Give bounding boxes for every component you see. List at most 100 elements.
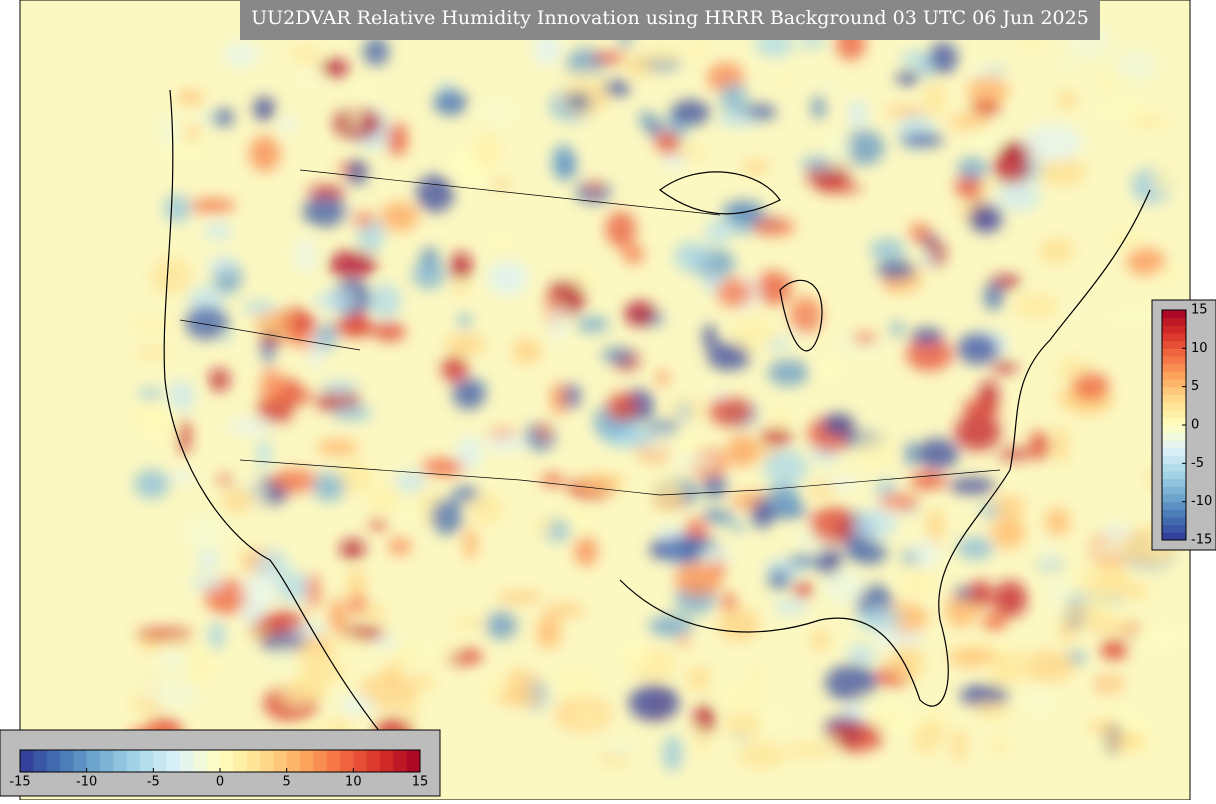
- field-blob: [1041, 539, 1057, 573]
- field-blob: [769, 410, 792, 428]
- field-blob: [227, 419, 274, 434]
- field-blob: [1095, 74, 1123, 91]
- field-blob: [221, 486, 254, 514]
- colorbar-segment: [33, 750, 48, 772]
- field-blob: [544, 603, 586, 617]
- colorbar-segment: [60, 750, 74, 772]
- field-blob: [294, 236, 317, 273]
- field-blob: [983, 282, 1004, 311]
- field-blob: [955, 586, 972, 602]
- field-blob: [956, 537, 994, 560]
- field-blob: [316, 439, 359, 456]
- colorbar-segment: [1162, 333, 1186, 342]
- field-blob: [1021, 688, 1058, 714]
- field-blob: [449, 252, 473, 280]
- field-blob: [856, 693, 912, 708]
- field-blob: [184, 127, 200, 139]
- field-blob: [567, 520, 592, 535]
- field-blob: [281, 115, 295, 134]
- field-blob: [968, 204, 1003, 233]
- field-blob: [814, 182, 863, 194]
- field-blob: [1038, 156, 1087, 186]
- colorbar-segment: [206, 750, 221, 772]
- field-blob: [695, 727, 708, 756]
- field-blob: [565, 702, 610, 728]
- field-blob: [404, 642, 457, 656]
- colorbar-segment: [233, 750, 248, 772]
- colorbar-tick-label: -15: [9, 775, 30, 790]
- field-blob: [1057, 90, 1078, 110]
- field-blob: [291, 46, 321, 63]
- field-blob: [150, 257, 193, 296]
- field-blob: [677, 401, 691, 423]
- field-blob: [412, 260, 446, 290]
- field-blob: [1058, 622, 1076, 642]
- field-blob: [1104, 674, 1118, 696]
- west-coast: [163, 89, 421, 781]
- field-blob: [719, 82, 748, 115]
- field-blob: [625, 54, 653, 78]
- field-blob: [400, 504, 421, 522]
- field-blob: [302, 196, 348, 227]
- colorbar-segment: [1162, 486, 1186, 495]
- field-blob: [675, 562, 723, 597]
- field-blob: [991, 495, 1026, 516]
- field-blob: [742, 159, 770, 175]
- field-blob: [760, 427, 793, 447]
- field-blob: [732, 315, 776, 350]
- field-blob: [810, 506, 856, 543]
- field-blob: [253, 312, 294, 335]
- field-blob: [271, 469, 319, 493]
- field-blob: [826, 721, 884, 753]
- field-blob: [998, 448, 1032, 460]
- field-blob: [628, 684, 680, 722]
- colorbar-segment: [246, 750, 261, 772]
- field-blob: [329, 597, 348, 635]
- field-blob: [421, 458, 465, 477]
- field-blob: [847, 643, 876, 664]
- colorbar-segment: [353, 750, 368, 772]
- field-blob: [373, 321, 406, 342]
- field-blob: [349, 593, 367, 616]
- field-blob: [307, 185, 346, 201]
- field-blob: [394, 470, 426, 493]
- field-blob: [565, 93, 591, 109]
- field-blob: [566, 70, 607, 88]
- field-blob: [702, 474, 728, 498]
- field-blob: [603, 79, 631, 97]
- colorbars: -15 -10 -5 0 5 10 15 -15 -10 -5 0 5 10 15: [9, 303, 1212, 790]
- field-blob: [485, 611, 519, 640]
- field-blob: [895, 70, 921, 86]
- colorbar-segment: [1162, 455, 1186, 464]
- field-blob: [346, 568, 366, 600]
- field-blob: [555, 149, 578, 181]
- field-blob: [540, 473, 566, 487]
- colorbar-tick-label: 0: [216, 775, 224, 790]
- field-blob: [416, 174, 455, 213]
- field-blob: [249, 135, 281, 172]
- colorbar-segment: [1162, 348, 1186, 357]
- field-blob: [590, 52, 627, 64]
- field-blob: [463, 527, 478, 560]
- field-blob: [773, 599, 808, 615]
- colorbar-segment: [1162, 317, 1186, 326]
- colorbar-segment: [1162, 448, 1186, 457]
- field-blob: [656, 130, 681, 156]
- field-blob: [900, 133, 945, 147]
- innovation-field: [126, 23, 1187, 773]
- field-blob: [1105, 731, 1146, 751]
- field-blob: [767, 359, 810, 387]
- field-blob: [793, 581, 813, 599]
- colorbar-segment: [1162, 425, 1186, 434]
- field-blob: [991, 361, 1018, 374]
- colorbar-segment: [86, 750, 101, 772]
- field-blob: [241, 573, 276, 612]
- field-blob: [451, 486, 480, 502]
- field-blob: [979, 380, 999, 407]
- field-blob: [359, 82, 375, 106]
- field-blob: [379, 202, 419, 232]
- field-blob: [178, 418, 191, 456]
- field-blob: [652, 478, 684, 501]
- field-blob: [885, 106, 927, 117]
- field-blob: [332, 404, 373, 422]
